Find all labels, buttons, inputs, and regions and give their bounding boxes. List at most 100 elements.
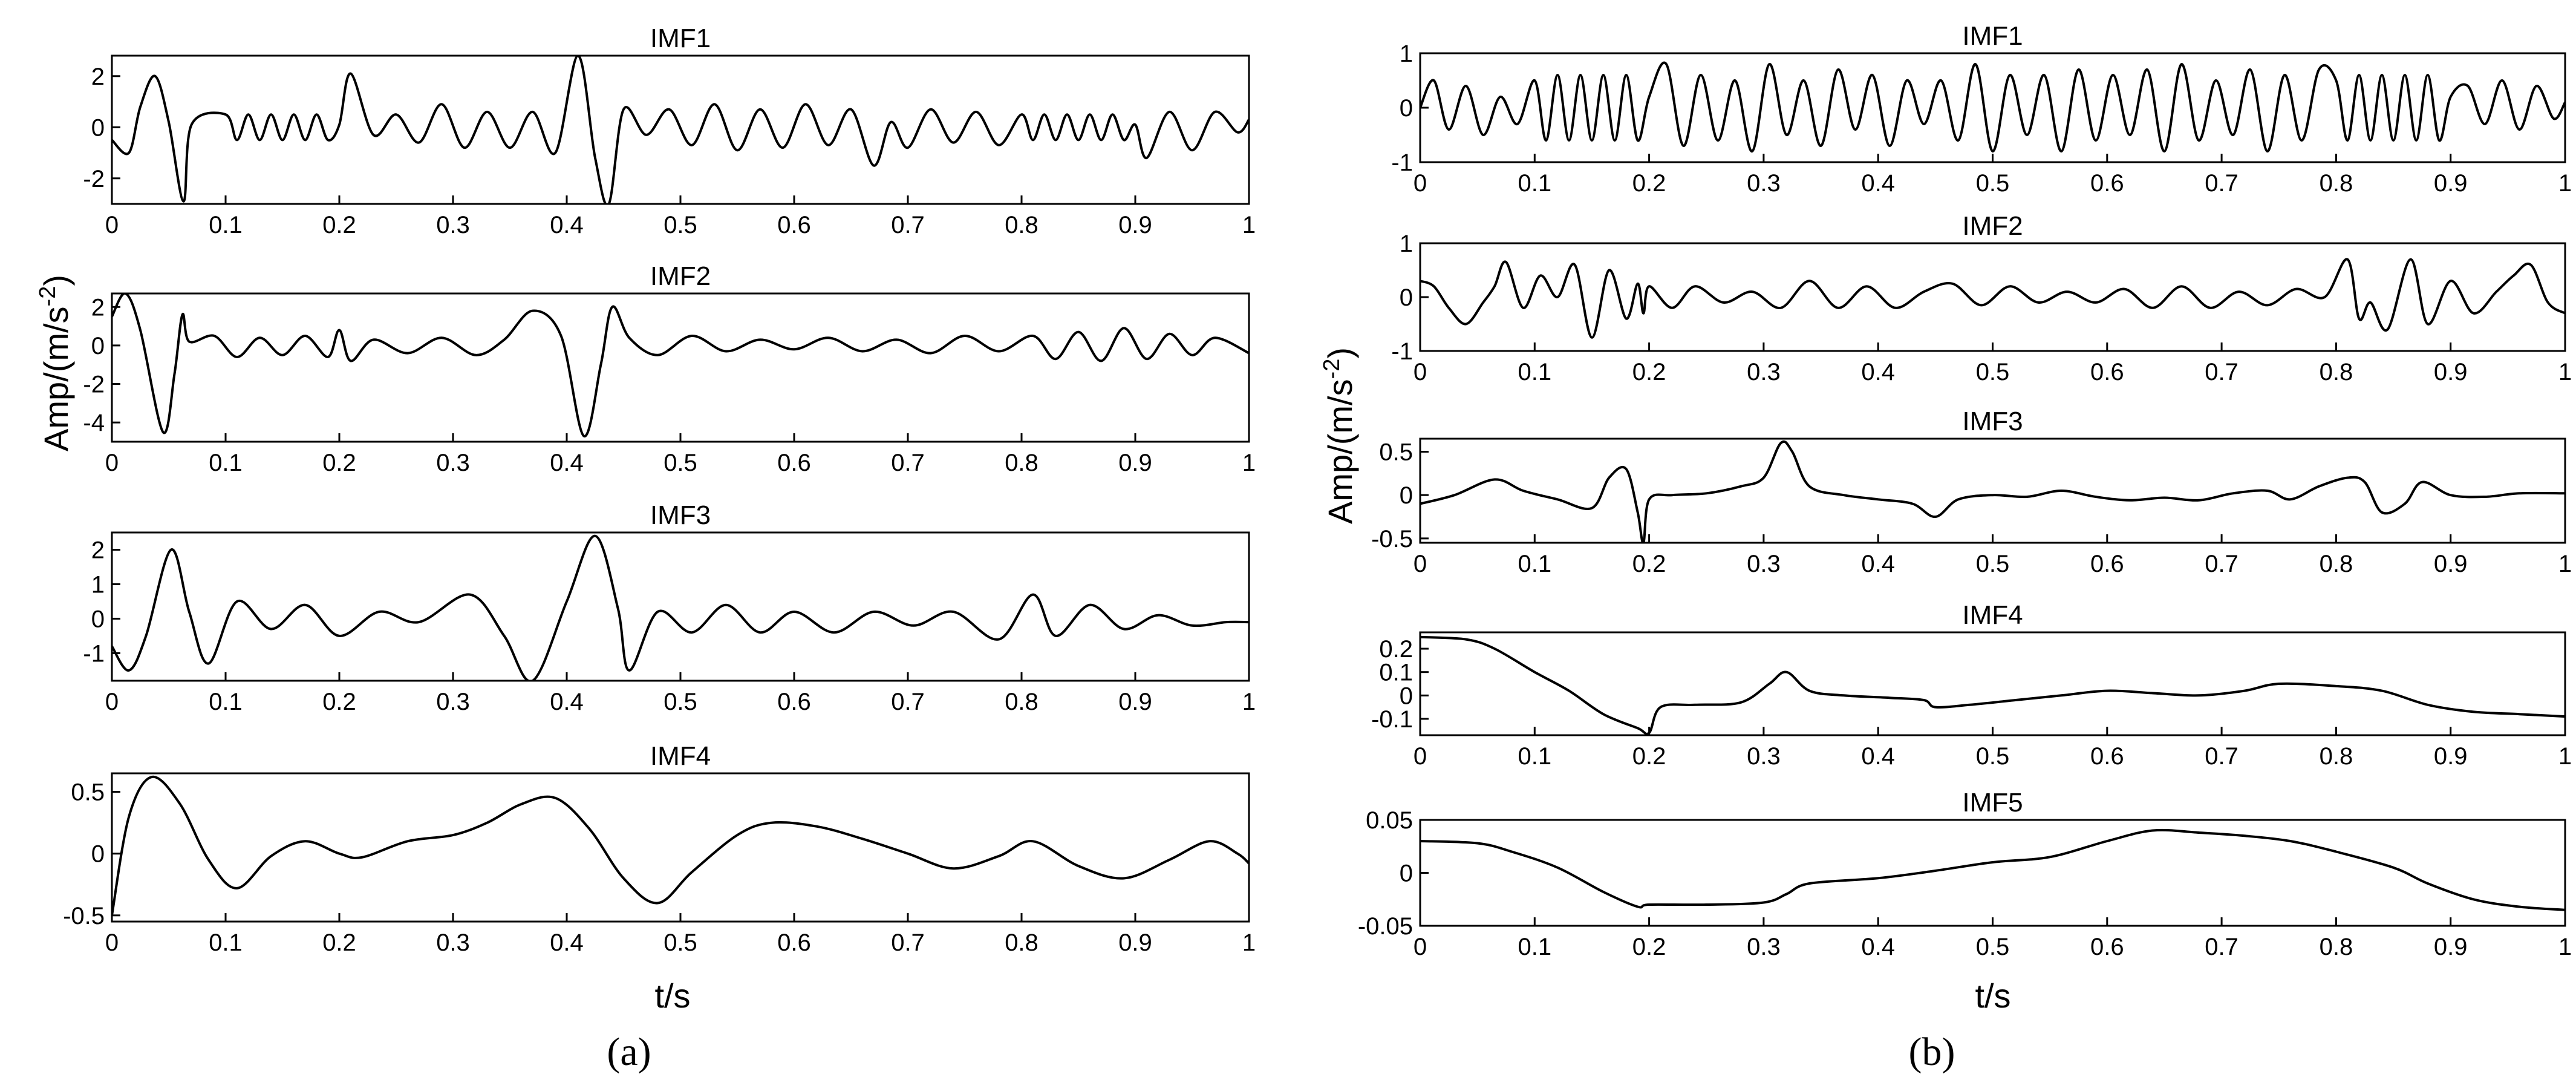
y-tick-label-a-imf4: -0.5 [63,903,105,929]
x-tick-label-b-imf4: 0.5 [1976,743,2010,770]
x-tick-label-b-imf2: 1 [2558,359,2572,385]
y-tick-label-b-imf4: -0.1 [1371,706,1413,733]
y-tick-label-b-imf2: 1 [1400,231,1413,257]
x-tick-label-a-imf3: 0.2 [322,689,356,715]
x-tick-label-a-imf3: 0.8 [1005,689,1039,715]
x-tick-label-b-imf3: 0.8 [2320,551,2353,577]
y-tick-label-a-imf2: 0 [91,333,105,359]
x-tick-label-a-imf4: 0.9 [1118,929,1152,956]
y-tick-label-a-imf1: -2 [83,166,105,192]
panel-a-xlabel: t/s [654,977,690,1015]
x-tick-label-a-imf1: 0.5 [664,212,697,238]
x-tick-label-b-imf1: 0.6 [2090,170,2124,197]
x-tick-label-a-imf4: 0.3 [436,929,470,956]
x-tick-label-b-imf2: 0.5 [1976,359,2010,385]
y-tick-label-a-imf3: 0 [91,606,105,632]
y-tick-label-a-imf1: 2 [91,64,105,90]
signal-line-b-imf3 [1420,440,2565,543]
y-tick-label-a-imf4: 0 [91,841,105,868]
panel-a-label: (a) [607,1030,651,1074]
x-tick-label-b-imf1: 0.7 [2205,170,2239,197]
x-tick-label-b-imf1: 0.3 [1747,170,1781,197]
x-tick-label-a-imf2: 0.6 [777,450,811,476]
subplot-a-imf2: IMF2 0 0.1 0.2 0.3 0.4 0.5 0.6 0.7 0.8 0.9 1 -4 -2 0 2 [83,261,1256,476]
x-tick-label-a-imf4: 0.7 [891,929,925,956]
y-tick-label-b-imf3: 0 [1400,482,1413,509]
x-tick-label-b-imf5: 0.5 [1976,934,2010,960]
y-tick-label-b-imf4: 0.2 [1379,636,1413,663]
x-tick-label-b-imf3: 0.6 [2090,551,2124,577]
x-tick-label-b-imf2: 0 [1414,359,1427,385]
x-tick-label-b-imf4: 0.1 [1518,743,1551,770]
panel-b-label: (b) [1909,1030,1955,1074]
x-tick-label-b-imf1: 0.5 [1976,170,2010,197]
subplot-title-b-imf1: IMF1 [1962,21,2023,51]
signal-line-a-imf1 [112,56,1249,204]
x-tick-label-b-imf2: 0.8 [2320,359,2353,385]
subplot-title-b-imf2: IMF2 [1962,211,2023,241]
y-tick-label-b-imf3: -0.5 [1371,526,1413,552]
x-tick-label-b-imf5: 0.6 [2090,934,2124,960]
x-tick-label-a-imf1: 1 [1242,212,1256,238]
x-tick-label-b-imf5: 0.9 [2434,934,2468,960]
x-tick-label-a-imf4: 0.2 [322,929,356,956]
y-tick-label-b-imf2: -1 [1391,338,1413,365]
x-tick-label-a-imf1: 0.2 [322,212,356,238]
x-tick-label-b-imf3: 0.9 [2434,551,2468,577]
x-tick-label-a-imf2: 0.5 [664,450,697,476]
signal-line-a-imf2 [112,293,1249,437]
x-tick-label-a-imf2: 0.8 [1005,450,1039,476]
subplot-title-a-imf1: IMF1 [650,24,711,53]
x-tick-label-a-imf4: 0.8 [1005,929,1039,956]
signal-line-b-imf5 [1420,828,2565,911]
x-tick-label-a-imf3: 0.7 [891,689,925,715]
panel-b-xlabel: t/s [1975,977,2010,1015]
subplot-title-b-imf4: IMF4 [1962,600,2023,630]
y-tick-label-a-imf2: 2 [91,294,105,321]
x-tick-label-b-imf4: 0.7 [2205,743,2239,770]
y-tick-label-b-imf5: 0 [1400,860,1413,887]
x-tick-label-a-imf4: 0.6 [777,929,811,956]
x-tick-label-b-imf3: 0.1 [1518,551,1551,577]
x-tick-label-b-imf3: 0.7 [2205,551,2239,577]
x-tick-label-a-imf3: 0 [105,689,119,715]
x-tick-label-a-imf3: 0.1 [209,689,243,715]
x-tick-label-a-imf4: 0.1 [209,929,243,956]
y-tick-label-b-imf5: 0.05 [1366,807,1413,834]
x-tick-label-b-imf5: 0.8 [2320,934,2353,960]
x-tick-label-a-imf1: 0.9 [1118,212,1152,238]
x-tick-label-a-imf2: 0.4 [550,450,584,476]
y-tick-label-a-imf3: -1 [83,640,105,667]
x-tick-label-b-imf4: 0.3 [1747,743,1781,770]
x-tick-label-b-imf4: 0.6 [2090,743,2124,770]
x-tick-label-b-imf1: 0.4 [1861,170,1895,197]
x-tick-label-a-imf2: 0.9 [1118,450,1152,476]
x-tick-label-b-imf4: 0.8 [2320,743,2353,770]
x-tick-label-a-imf4: 0.5 [664,929,697,956]
x-tick-label-a-imf3: 1 [1242,689,1256,715]
y-tick-label-a-imf3: 1 [91,571,105,598]
x-tick-label-b-imf4: 0.2 [1632,743,1666,770]
x-tick-label-b-imf3: 0.2 [1632,551,1666,577]
x-tick-label-b-imf5: 0.4 [1861,934,1895,960]
x-tick-label-b-imf5: 0.2 [1632,934,1666,960]
subplots-group: IMF1 0 0.1 0.2 0.3 0.4 0.5 0.6 0.7 0.8 0.9 1 -2 0 2 IMF… [63,21,2572,960]
x-tick-label-b-imf5: 0.1 [1518,934,1551,960]
x-tick-label-a-imf3: 0.5 [664,689,697,715]
x-tick-label-a-imf1: 0.7 [891,212,925,238]
subplot-title-b-imf5: IMF5 [1962,788,2023,817]
x-tick-label-a-imf1: 0.3 [436,212,470,238]
x-tick-label-b-imf1: 0 [1414,170,1427,197]
x-tick-label-a-imf2: 0.3 [436,450,470,476]
x-tick-label-a-imf2: 1 [1242,450,1256,476]
x-tick-label-a-imf2: 0 [105,450,119,476]
x-tick-label-a-imf3: 0.9 [1118,689,1152,715]
subplot-title-a-imf2: IMF2 [650,261,711,291]
